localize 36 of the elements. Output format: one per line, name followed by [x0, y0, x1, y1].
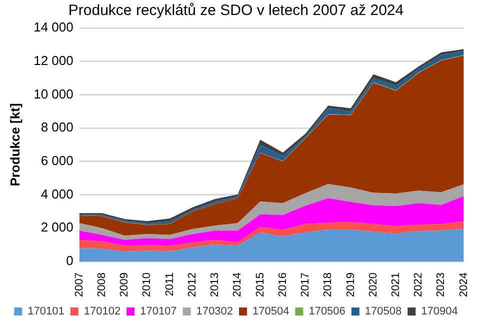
- legend-label: 170107: [140, 306, 177, 318]
- legend-label: 170904: [421, 306, 458, 318]
- x-tick-label: 2016: [276, 272, 289, 298]
- x-tick-label: 2018: [322, 272, 334, 298]
- y-tick-label: 8 000: [40, 120, 74, 135]
- legend-label: 170504: [252, 306, 290, 318]
- chart-title: Produkce recyklátů ze SDO v letech 2007 až 2024: [68, 2, 404, 20]
- x-tick-label: 2009: [118, 272, 131, 298]
- x-tick-label: 2007: [73, 272, 86, 298]
- x-tick-label: 2013: [209, 272, 222, 298]
- y-tick-label: 0: [66, 253, 74, 268]
- y-tick-label: 4 000: [40, 186, 74, 202]
- x-tick-label: 2021: [390, 272, 402, 298]
- x-tick-label: 2023: [435, 272, 448, 298]
- x-tick-label: 2019: [344, 272, 357, 298]
- x-tick-label: 2024: [458, 272, 470, 298]
- y-tick-label: 12 000: [34, 52, 74, 68]
- y-tick-label: 10 000: [34, 86, 74, 102]
- legend-label: 170506: [308, 306, 346, 318]
- legend-label: 170302: [196, 306, 234, 318]
- x-tick-label: 2017: [300, 272, 312, 298]
- legend-label: 170102: [84, 306, 121, 318]
- y-tick-label: 2 000: [40, 220, 74, 235]
- x-tick-label: 2015: [254, 272, 266, 298]
- x-tick-label: 2012: [186, 272, 198, 298]
- y-tick-label: 6 000: [40, 153, 74, 168]
- x-tick-label: 2008: [96, 272, 108, 298]
- x-tick-label: 2020: [367, 272, 380, 298]
- x-tick-label: 2011: [164, 272, 176, 296]
- x-tick-label: 2014: [232, 272, 244, 298]
- legend-label: 170101: [28, 306, 64, 318]
- x-tick-label: 2022: [412, 272, 425, 298]
- y-tick-label: 14 000: [34, 20, 74, 35]
- legend-label: 170508: [364, 306, 402, 318]
- x-tick-label: 2010: [141, 272, 154, 298]
- y-axis-title: Produkce [kt]: [7, 103, 22, 186]
